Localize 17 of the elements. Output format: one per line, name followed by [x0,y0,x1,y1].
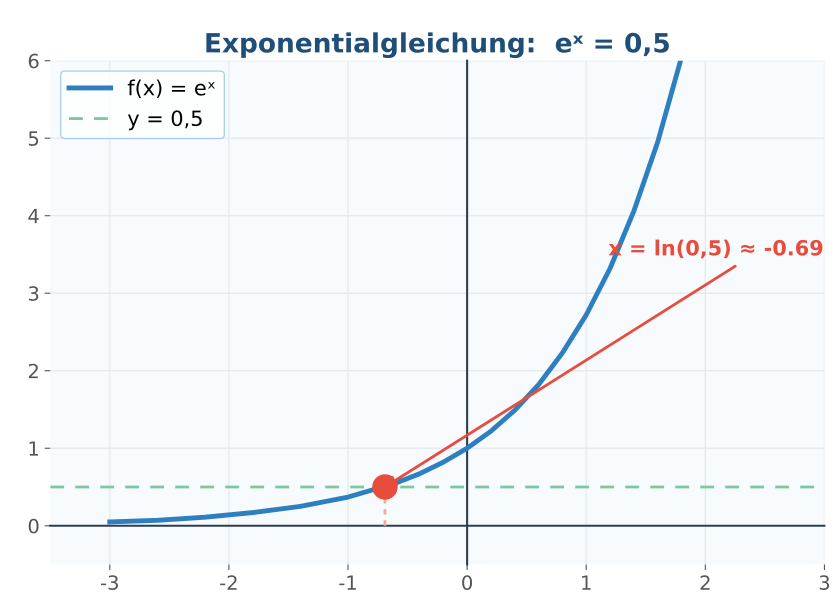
y-tick-label: 3 [28,286,38,301]
y-tick-label: 2 [28,364,38,378]
legend-label: f(x) = eˣ [128,79,215,98]
x-tick-label: 2 [700,575,710,590]
x-tick-label: 1 [582,576,591,590]
x-tick-label: -1 [339,576,356,590]
y-tick-label: 4 [28,208,39,224]
y-tick-label: 6 [28,54,39,68]
x-tick-label: 3 [820,575,830,590]
legend-label: y = 0,5 [128,110,202,130]
x-tick-label: -3 [101,575,118,590]
x-tick-label: -2 [220,575,237,590]
x-tick-label: 0 [462,575,472,590]
y-tick-label: 0 [28,518,39,534]
chart-title: Exponentialgleichung: eˣ = 0,5 [206,32,669,58]
y-tick-label: 5 [28,131,38,146]
y-tick-label: 1 [30,441,38,456]
